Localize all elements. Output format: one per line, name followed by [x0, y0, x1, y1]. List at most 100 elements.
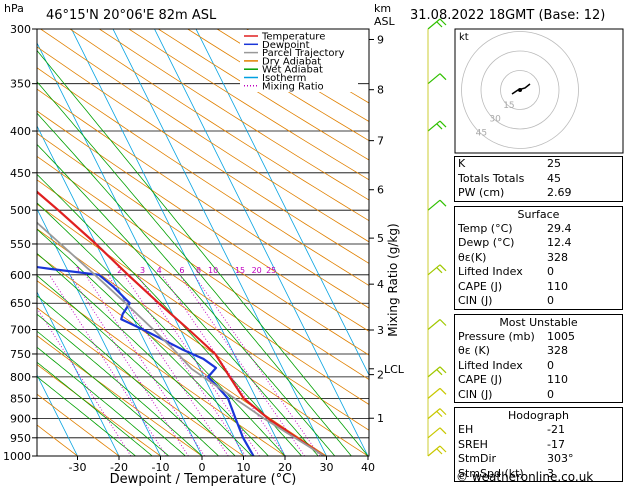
lcl-label: LCL — [384, 363, 405, 376]
series-dewpoint-line — [37, 265, 255, 456]
x-tick-label: 10 — [237, 461, 251, 474]
x-tick-label: -30 — [69, 461, 87, 474]
surface-row-label: Temp (°C) — [458, 221, 513, 235]
hodograph-ring — [500, 70, 540, 110]
mixing-ratio-axis-title: Mixing Ratio (g/kg) — [386, 223, 400, 336]
surface-row-label: CAPE (J) — [458, 279, 503, 293]
surface-title: Surface — [517, 207, 560, 221]
pressure-tick-label: 300 — [10, 23, 31, 36]
surface-row-label: θε(K) — [458, 250, 487, 264]
dry-adiabat-line — [37, 88, 369, 309]
surface-row: CAPE (J) 110 — [455, 280, 622, 295]
indices-row-value: 2.69 — [547, 186, 572, 199]
indices-row: PW (cm) 2.69 — [455, 186, 622, 201]
mixing-ratio-label: 1 — [76, 266, 81, 275]
pressure-tick-label: 700 — [10, 324, 31, 337]
wind-barbs — [427, 18, 447, 457]
hodograph-row-value: 3 — [547, 466, 554, 480]
wet-adiabat-line — [37, 202, 286, 456]
most-unstable-title: Most Unstable — [499, 315, 578, 329]
dry-adiabat-line — [37, 110, 369, 332]
km-unit-label: km — [374, 2, 391, 15]
km-tick-label: 1 — [377, 412, 384, 425]
pressure-tick-label: 1000 — [3, 450, 31, 463]
dry-adiabat-line — [69, 29, 369, 222]
pressure-tick-label: 850 — [10, 392, 31, 405]
most-unstable-row: Pressure (mb) 1005 — [455, 330, 622, 345]
km-tick-label: 7 — [377, 135, 384, 148]
isotherm-line — [37, 208, 161, 456]
indices-row-label: Totals Totals — [458, 171, 525, 185]
wind-barb — [427, 120, 447, 132]
wind-barb — [427, 73, 447, 85]
legend-label: Dry Adiabat — [262, 56, 321, 67]
mixing-ratio-line — [179, 274, 305, 456]
hodograph-row-label: SREH — [458, 437, 488, 451]
most-unstable-row-value: 328 — [547, 344, 568, 357]
wet-adiabat-line — [37, 313, 203, 456]
dry-adiabat-line — [37, 67, 369, 287]
mixing-ratio-line — [69, 274, 189, 456]
dry-adiabat-line — [37, 46, 369, 264]
wind-barb — [427, 199, 447, 211]
most-unstable-row-value: 0 — [547, 387, 554, 401]
pressure-tick-label: 950 — [10, 432, 31, 445]
mixing-ratio-line — [48, 274, 167, 456]
isotherm-line — [112, 29, 327, 456]
most-unstable-row: Lifted Index 0 — [455, 359, 622, 374]
hodograph-row-value: 303° — [547, 452, 574, 465]
most-unstable-row: θε (K) 328 — [455, 344, 622, 359]
mixing-ratio-line — [161, 274, 286, 456]
dry-adiabat-line — [37, 307, 244, 456]
datetime-label: 31.08.2022 18GMT (Base: 12) — [410, 8, 605, 23]
km-tick-label: 6 — [377, 184, 384, 197]
dry-adiabat-line — [37, 132, 369, 356]
km-tick-label: 8 — [377, 84, 384, 97]
most-unstable-row-label: Lifted Index — [458, 358, 523, 372]
wind-barb-flag — [439, 319, 447, 326]
x-tick-label: 30 — [320, 461, 334, 474]
wind-barb-flag — [436, 411, 443, 418]
wet-adiabat-line — [37, 112, 336, 456]
wet-adiabat-line — [37, 295, 219, 456]
mixing-ratio-label: 6 — [179, 266, 184, 275]
x-axis-title: Dewpoint / Temperature (°C) — [110, 472, 297, 486]
hodograph-table-title: Hodograph — [508, 409, 569, 422]
mixing-ratio-label: 15 — [235, 266, 245, 275]
most-unstable-row-label: CIN (J) — [458, 387, 493, 401]
isotherm-line — [37, 42, 244, 456]
dry-adiabat-line — [99, 29, 369, 201]
series-temperature-line — [37, 190, 325, 456]
hodograph-row-value: -17 — [547, 437, 565, 451]
pressure-tick-label: 750 — [10, 348, 31, 361]
mixing-ratio-line — [123, 274, 246, 456]
most-unstable-table: Most Unstable Pressure (mb) 1005 θε (K) 328… — [454, 313, 623, 403]
pressure-tick-label: 600 — [10, 269, 31, 282]
wind-barb-flag — [436, 267, 443, 274]
hodograph-row-label: StmSpd (kt) — [458, 466, 524, 480]
surface-row-value: 110 — [547, 279, 568, 293]
wind-barb-staff — [427, 199, 441, 211]
pressure-tick-label: 650 — [10, 297, 31, 310]
indices-row: Totals Totals 45 — [455, 172, 622, 187]
dry-adiabat-line — [37, 253, 327, 456]
wet-adiabat-line — [37, 346, 170, 456]
mixing-ratio-line — [193, 274, 321, 456]
surface-row: Temp (°C) 29.4 — [455, 222, 622, 237]
legend-label: Isotherm — [262, 73, 306, 84]
location-label: 46°15'N 20°06'E 82m ASL — [46, 8, 217, 23]
km-tick-label: 2 — [377, 369, 384, 382]
wind-barb — [427, 366, 447, 378]
dry-adiabat-line — [37, 335, 203, 456]
surface-row: θε(K) 328 — [455, 251, 622, 266]
series-parcel-trajectory-line — [37, 221, 325, 456]
wind-barb-flag — [436, 448, 443, 455]
dry-adiabat-line — [37, 179, 369, 405]
most-unstable-row-value: 1005 — [547, 329, 575, 343]
isotherm-line — [154, 29, 369, 456]
wet-adiabat-line — [37, 274, 236, 456]
mixing-ratio-label: 4 — [157, 266, 162, 275]
wind-barb — [427, 445, 447, 457]
hodograph-ring-label: 30 — [489, 115, 501, 125]
